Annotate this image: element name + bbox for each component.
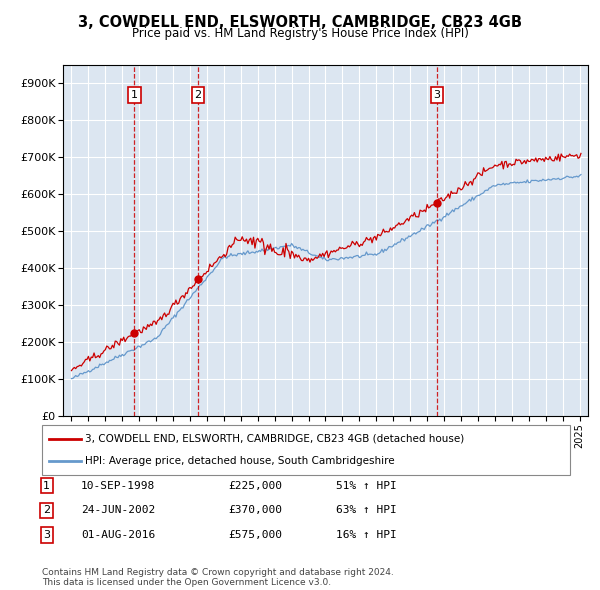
Text: HPI: Average price, detached house, South Cambridgeshire: HPI: Average price, detached house, Sout…	[85, 456, 395, 466]
Text: 24-JUN-2002: 24-JUN-2002	[81, 506, 155, 515]
Text: 1: 1	[131, 90, 138, 100]
Text: 1: 1	[43, 481, 50, 490]
Text: 63% ↑ HPI: 63% ↑ HPI	[336, 506, 397, 515]
Text: 3: 3	[433, 90, 440, 100]
Text: 3, COWDELL END, ELSWORTH, CAMBRIDGE, CB23 4GB: 3, COWDELL END, ELSWORTH, CAMBRIDGE, CB2…	[78, 15, 522, 30]
Text: £370,000: £370,000	[228, 506, 282, 515]
Text: 10-SEP-1998: 10-SEP-1998	[81, 481, 155, 490]
Text: 3, COWDELL END, ELSWORTH, CAMBRIDGE, CB23 4GB (detached house): 3, COWDELL END, ELSWORTH, CAMBRIDGE, CB2…	[85, 434, 464, 444]
Text: 01-AUG-2016: 01-AUG-2016	[81, 530, 155, 540]
Text: 2: 2	[43, 506, 50, 515]
Text: £575,000: £575,000	[228, 530, 282, 540]
Text: Price paid vs. HM Land Registry's House Price Index (HPI): Price paid vs. HM Land Registry's House …	[131, 27, 469, 40]
Text: £225,000: £225,000	[228, 481, 282, 490]
Text: 16% ↑ HPI: 16% ↑ HPI	[336, 530, 397, 540]
Text: 2: 2	[194, 90, 202, 100]
Text: Contains HM Land Registry data © Crown copyright and database right 2024.
This d: Contains HM Land Registry data © Crown c…	[42, 568, 394, 587]
Text: 51% ↑ HPI: 51% ↑ HPI	[336, 481, 397, 490]
Text: 3: 3	[43, 530, 50, 540]
